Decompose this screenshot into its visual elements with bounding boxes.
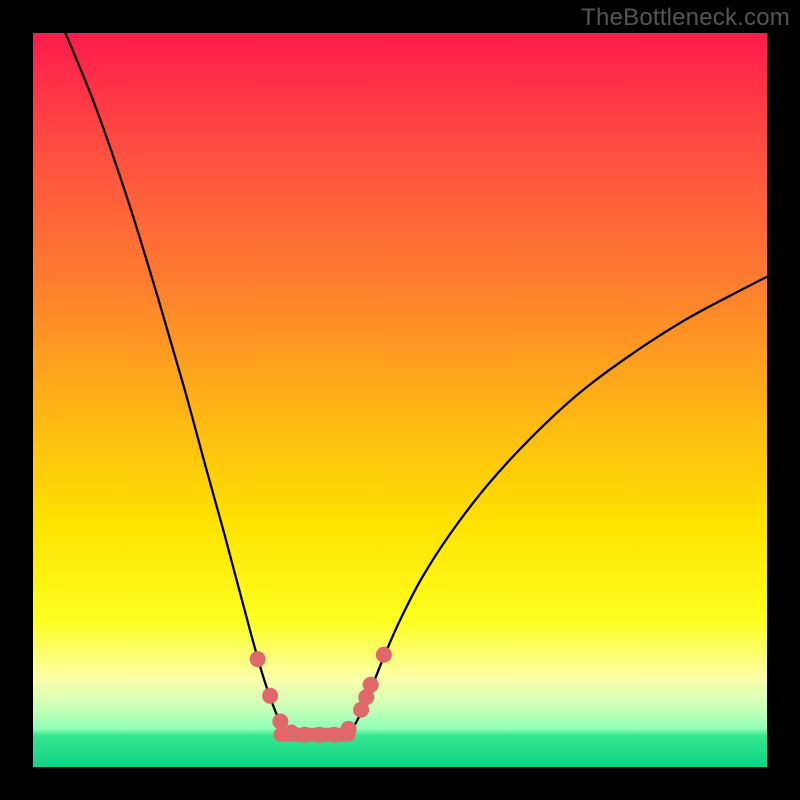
data-point-marker	[250, 651, 266, 667]
data-point-marker	[262, 688, 278, 704]
data-point-marker	[297, 727, 313, 743]
outer-frame: TheBottleneck.com	[0, 0, 800, 800]
data-point-marker	[341, 721, 357, 737]
bottleneck-chart	[33, 33, 767, 767]
data-point-marker	[376, 647, 392, 663]
source-watermark: TheBottleneck.com	[581, 4, 790, 32]
gradient-background	[33, 33, 767, 767]
data-point-marker	[326, 727, 342, 743]
data-point-marker	[311, 727, 327, 743]
data-point-marker	[363, 677, 379, 693]
